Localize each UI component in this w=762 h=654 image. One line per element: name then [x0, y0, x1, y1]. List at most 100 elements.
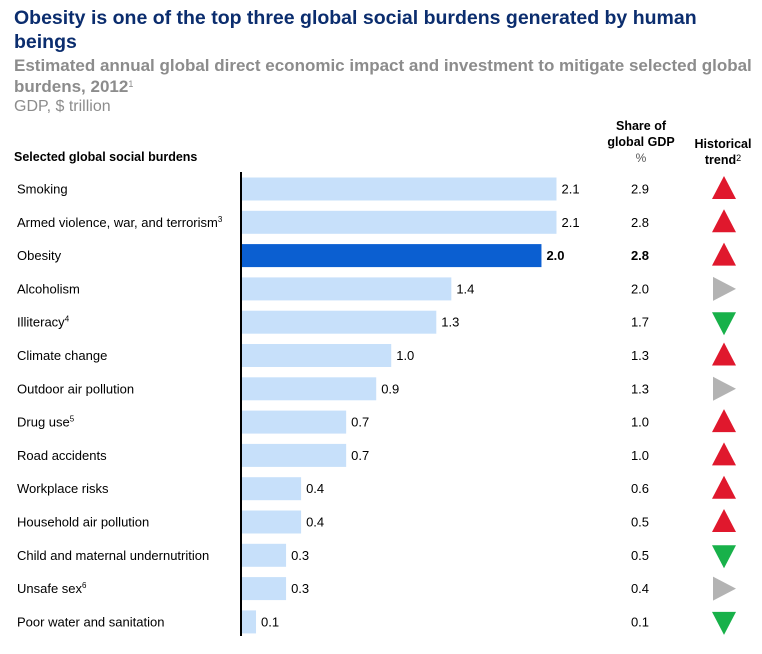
bar-value-label: 0.4	[306, 481, 324, 496]
bar	[241, 210, 557, 234]
category-label-text: Illiteracy	[17, 315, 65, 330]
trend-up-icon	[712, 475, 736, 499]
bar-value-label: 0.4	[306, 515, 324, 530]
bar-value-label: 0.1	[261, 614, 279, 629]
category-label: Child and maternal undernutrition	[17, 548, 209, 563]
bar	[241, 443, 347, 467]
category-footnote-mark: 5	[70, 415, 75, 424]
share-of-gdp-value: 1.3	[631, 348, 649, 363]
share-of-gdp-value: 2.8	[631, 215, 649, 230]
category-label-text: Alcoholism	[17, 281, 80, 296]
bar	[241, 543, 287, 567]
category-label-text: Workplace risks	[17, 481, 109, 496]
trend-header-line2: trend	[704, 153, 737, 167]
share-of-gdp-value: 2.0	[631, 281, 649, 296]
bar	[241, 277, 452, 301]
category-label-text: Unsafe sex	[17, 581, 83, 596]
bar-value-label: 0.7	[351, 448, 369, 463]
share-column-header: Share of global GDP %	[596, 118, 686, 166]
bar-value-label: 0.3	[291, 548, 309, 563]
category-label: Armed violence, war, and terrorism3	[17, 215, 223, 230]
trend-flat-icon	[713, 276, 736, 301]
bar	[241, 177, 557, 201]
category-label: Unsafe sex6	[17, 581, 87, 596]
category-label: Alcoholism	[17, 281, 80, 296]
category-footnote-mark: 3	[218, 215, 223, 224]
trend-column-header: Historical trend2	[686, 136, 760, 168]
trend-up-icon	[712, 176, 736, 199]
trend-up-icon	[712, 209, 736, 233]
trend-up-icon	[712, 242, 736, 266]
trend-up-icon	[712, 509, 736, 532]
bar-value-label: 1.3	[441, 315, 459, 330]
bar	[241, 477, 302, 501]
share-of-gdp-value: 2.9	[631, 182, 649, 197]
share-header-line1: Share of	[615, 119, 666, 133]
chart-title: Obesity is one of the top three global s…	[14, 7, 697, 53]
bar	[241, 410, 347, 434]
share-header-line2: global GDP	[607, 135, 675, 149]
bar	[241, 610, 257, 634]
subtitle-footnote-mark: 1	[128, 79, 134, 89]
category-label: Smoking	[17, 182, 68, 197]
trend-down-icon	[712, 312, 736, 336]
trend-down-icon	[712, 611, 736, 635]
share-of-gdp-value: 0.5	[631, 515, 649, 530]
category-label-text: Climate change	[17, 348, 107, 363]
category-footnote-mark: 4	[65, 315, 70, 324]
trend-header-footnote-mark: 2	[736, 153, 742, 163]
trend-up-icon	[712, 409, 736, 433]
trend-header-line2-wrap: trend2	[686, 152, 760, 168]
bar	[241, 577, 287, 601]
share-of-gdp-value: 1.0	[631, 448, 649, 463]
trend-flat-icon	[713, 576, 736, 601]
category-label: Drug use5	[17, 415, 75, 430]
share-of-gdp-value: 0.5	[631, 548, 649, 563]
bar-value-label: 2.1	[561, 182, 579, 197]
bar-value-label: 0.7	[351, 415, 369, 430]
category-label-text: Road accidents	[17, 448, 107, 463]
trend-up-icon	[712, 442, 736, 466]
category-label: Climate change	[17, 348, 107, 363]
category-label: Road accidents	[17, 448, 107, 463]
bar-highlighted	[241, 244, 542, 268]
category-label: Workplace risks	[17, 481, 109, 496]
share-of-gdp-value: 1.7	[631, 315, 649, 330]
trend-up-icon	[712, 342, 736, 366]
bar-value-label: 1.4	[456, 281, 474, 296]
row-header: Selected global social burdens	[14, 150, 198, 164]
bar-value-label: 0.3	[291, 581, 309, 596]
category-label-text: Armed violence, war, and terrorism	[17, 215, 218, 230]
trend-header-line1: Historical	[694, 137, 752, 151]
category-label: Illiteracy4	[17, 315, 70, 330]
bar	[241, 377, 377, 401]
chart-subtitle: Estimated annual global direct economic …	[14, 55, 754, 97]
share-of-gdp-value: 1.0	[631, 415, 649, 430]
category-label: Poor water and sanitation	[17, 614, 164, 629]
share-of-gdp-value: 2.8	[631, 248, 649, 263]
share-header-unit: %	[635, 151, 647, 165]
share-of-gdp-value: 0.6	[631, 481, 649, 496]
category-footnote-mark: 6	[82, 581, 87, 590]
category-label-text: Smoking	[17, 182, 68, 197]
share-of-gdp-value: 1.3	[631, 381, 649, 396]
bar	[241, 310, 437, 334]
category-label: Outdoor air pollution	[17, 381, 134, 396]
bar-value-label: 0.9	[381, 381, 399, 396]
category-label: Household air pollution	[17, 515, 149, 530]
share-of-gdp-value: 0.1	[631, 614, 649, 629]
bar-value-label: 2.0	[546, 248, 564, 263]
category-label-text: Poor water and sanitation	[17, 614, 164, 629]
bar-value-label: 1.0	[396, 348, 414, 363]
category-label: Obesity	[17, 248, 62, 263]
bar	[241, 510, 302, 534]
category-label-text: Household air pollution	[17, 515, 149, 530]
category-label-text: Drug use	[17, 415, 70, 430]
bar-value-label: 2.1	[561, 215, 579, 230]
category-label-text: Outdoor air pollution	[17, 381, 134, 396]
unit-label: GDP, $ trillion	[14, 98, 111, 115]
trend-down-icon	[712, 545, 736, 569]
share-of-gdp-value: 0.4	[631, 581, 649, 596]
subtitle-text: Estimated annual global direct economic …	[14, 56, 752, 96]
